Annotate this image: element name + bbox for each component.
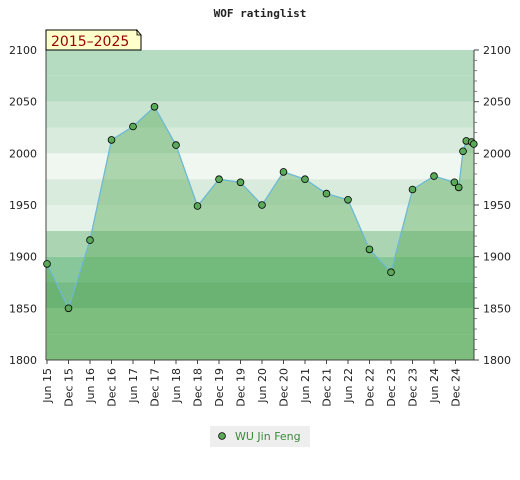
x-tick-label: Dec 19 <box>213 368 226 407</box>
x-tick-label: Dec 22 <box>364 368 377 407</box>
y-tick-label: 1850 <box>483 302 511 315</box>
band <box>46 230 474 257</box>
band <box>46 308 474 335</box>
data-point <box>43 260 51 268</box>
x-tick-label: Jun 16 <box>84 368 97 404</box>
y-tick-label: 1800 <box>483 354 511 367</box>
x-tick-label: Jun 20 <box>256 368 269 404</box>
data-point <box>450 178 459 187</box>
area-fill <box>47 106 474 360</box>
legend: WU Jin Feng <box>210 426 310 447</box>
band <box>46 334 474 360</box>
data-point <box>387 268 395 277</box>
period-label: 2015–2025 <box>51 34 129 50</box>
data-point <box>408 185 417 194</box>
y-tick-label: 2100 <box>9 44 37 57</box>
data-points <box>43 103 478 313</box>
legend-box <box>210 426 310 447</box>
data-point <box>86 236 94 244</box>
x-tick-label: Jun 24 <box>428 368 441 404</box>
data-point <box>215 175 223 184</box>
y-tick-label: 1900 <box>9 251 37 264</box>
data-point <box>193 202 202 210</box>
data-point <box>459 147 467 156</box>
x-tick-label: Dec 16 <box>106 368 119 407</box>
x-tick-label: Jun 17 <box>127 368 140 404</box>
data-point <box>129 122 137 131</box>
chart-title: WOF ratinglist <box>214 7 307 20</box>
y-tick-label: 2000 <box>9 147 37 160</box>
data-point <box>150 103 159 111</box>
data-point <box>365 245 374 254</box>
y-tick-label: 2050 <box>483 96 511 109</box>
x-tick-label: Jun 22 <box>342 368 355 404</box>
data-point <box>301 175 309 184</box>
x-axis: Jun 15 Dec 15 Jun 16 Dec 16 Jun 17 Dec 17 Jun … <box>41 360 463 407</box>
data-point <box>344 196 352 204</box>
legend-entry: WU Jin Feng <box>235 430 301 443</box>
x-tick-label: Jun 21 <box>299 368 312 404</box>
y-tick-label: 1950 <box>483 199 511 212</box>
y-axis-right: 1800 1850 1900 1950 2000 2050 2100 <box>474 44 511 367</box>
data-point <box>172 141 180 149</box>
y-tick-label: 1850 <box>9 302 37 315</box>
band <box>46 101 474 128</box>
y-tick-label: 1900 <box>483 251 511 264</box>
x-tick-label: Dec 15 <box>63 368 76 407</box>
band <box>46 127 474 154</box>
band <box>46 282 474 309</box>
period-badge: 2015–2025 <box>45 28 142 51</box>
data-point <box>430 172 438 180</box>
data-point <box>469 140 478 148</box>
y-tick-label: 2100 <box>483 44 511 57</box>
band <box>46 153 474 180</box>
x-tick-label: Dec 23 <box>385 368 398 407</box>
y-axis-left: 1800 1850 1900 1950 2000 2050 2100 <box>9 44 37 367</box>
y-tick-label: 2050 <box>9 96 37 109</box>
legend-marker <box>218 432 226 440</box>
x-tick-label: Dec 17 <box>149 368 162 407</box>
band <box>46 179 474 205</box>
y-tick-label: 1950 <box>9 199 37 212</box>
band <box>46 256 474 283</box>
x-tick-label: Dec 24 <box>450 368 463 407</box>
x-tick-label: Dec 23 <box>407 368 420 407</box>
x-tick-label: Dec 20 <box>278 368 291 407</box>
x-tick-label: Dec 19 <box>235 368 248 407</box>
data-point <box>107 136 116 144</box>
data-point <box>236 178 245 187</box>
y-tick-label: 1800 <box>9 354 37 367</box>
x-tick-label: Dec 18 <box>192 368 205 407</box>
data-point <box>64 304 73 313</box>
data-point <box>454 183 463 192</box>
data-point <box>322 189 331 198</box>
band <box>46 50 474 76</box>
data-point <box>279 168 288 176</box>
y-tick-label: 2000 <box>483 147 511 160</box>
data-point <box>258 201 266 209</box>
x-tick-label: Jun 18 <box>170 368 183 404</box>
x-tick-label: Dec 21 <box>321 368 334 407</box>
band <box>46 75 474 102</box>
background-bands <box>46 50 474 360</box>
x-tick-label: Jun 15 <box>41 368 54 404</box>
